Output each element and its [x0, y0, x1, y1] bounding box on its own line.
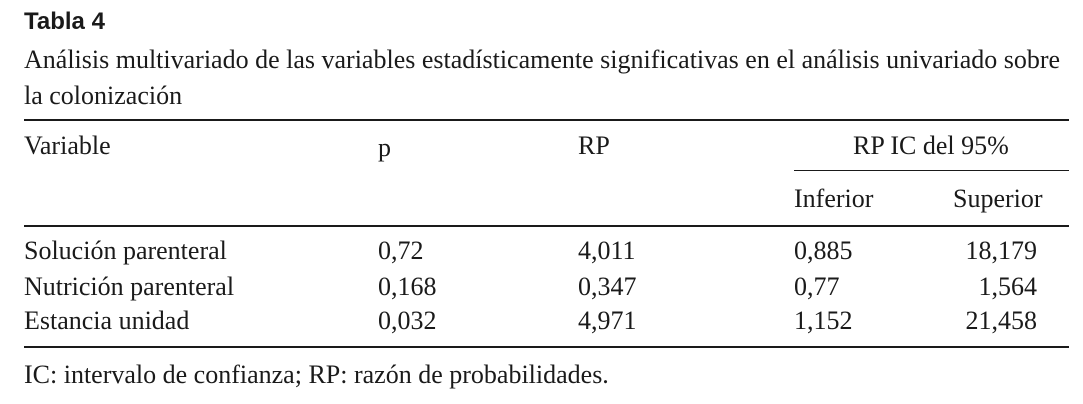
cell-variable: Solución parenteral: [24, 236, 227, 265]
top-rule: [24, 119, 1069, 121]
cell-rp: 4,011: [578, 236, 636, 265]
header-p: p: [378, 133, 391, 162]
cell-variable: Nutrición parenteral: [24, 272, 235, 301]
cell-lower: 0,77: [794, 272, 840, 301]
header-variable: Variable: [24, 131, 111, 160]
table-footnote: IC: intervalo de confianza; RP: razón de…: [24, 360, 609, 389]
ci-group-rule: [794, 170, 1069, 171]
header-lower: Inferior: [794, 184, 874, 213]
cell-variable: Estancia unidad: [24, 306, 190, 335]
header-rule: [24, 225, 1069, 227]
cell-upper: 18,179: [965, 236, 1038, 265]
cell-p: 0,72: [378, 236, 424, 265]
table-caption: Análisis multivariado de las variables e…: [24, 45, 1061, 110]
cell-lower: 1,152: [794, 306, 853, 335]
table-label: Tabla 4: [24, 8, 105, 35]
header-upper: Superior: [953, 184, 1043, 213]
cell-lower: 0,885: [794, 236, 853, 265]
cell-p: 0,032: [378, 306, 437, 335]
cell-upper: 21,458: [965, 306, 1038, 335]
header-ci-group: RP IC del 95%: [853, 131, 1009, 160]
cell-rp: 4,971: [578, 306, 637, 335]
cell-p: 0,168: [378, 272, 437, 301]
header-rp: RP: [578, 131, 610, 160]
cell-upper: 1,564: [978, 272, 1038, 301]
cell-rp: 0,347: [578, 272, 637, 301]
bottom-rule: [24, 346, 1069, 348]
